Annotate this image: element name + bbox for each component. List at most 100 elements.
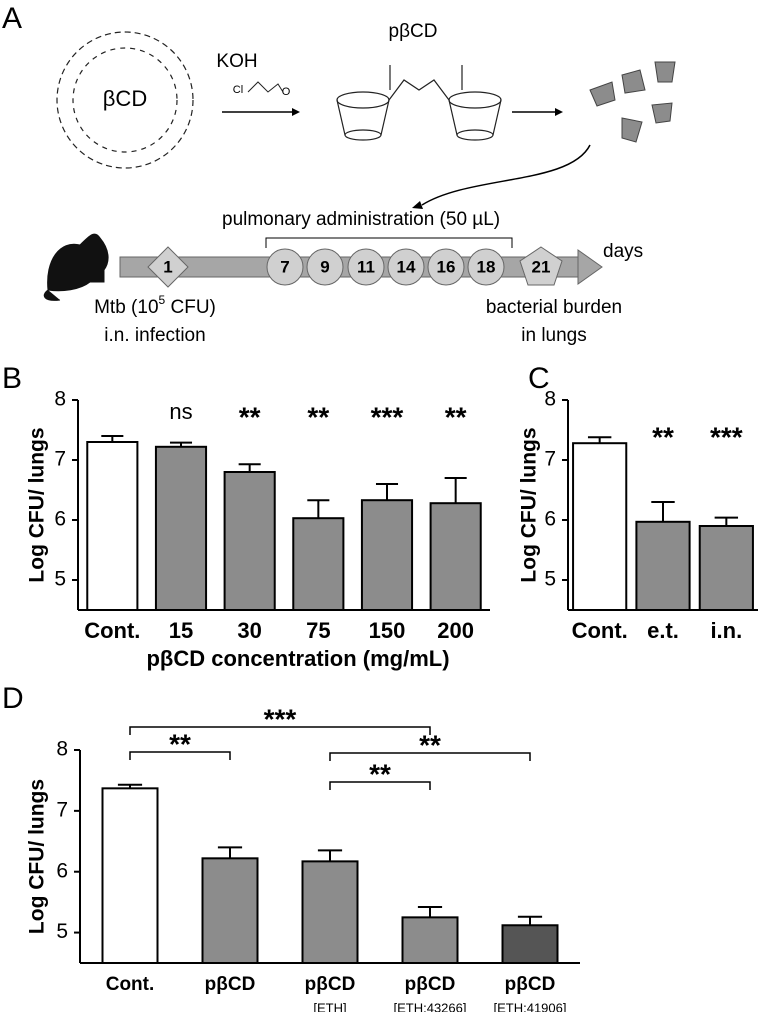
x-tick-label: Cont. [572,618,628,643]
bar [301,860,359,965]
x-tick-label: i.n. [710,618,742,643]
particles [589,61,676,143]
significance-label: ** [369,758,391,789]
arrow-head [292,108,300,116]
reagent-label: KOH [216,51,257,72]
significance-label: *** [371,401,404,432]
x-tick-label: pβCD [205,974,256,995]
x-tick-label: 75 [306,618,330,643]
day-label: 21 [532,257,551,276]
y-tick-label: 6 [544,508,556,531]
y-tick-label: 8 [56,738,68,761]
days-label: days [603,241,643,262]
x-tick-label: 30 [237,618,261,643]
arrow-head [412,201,423,209]
bar [698,525,754,611]
x-tick-label: 200 [437,618,474,643]
infection-text: CFU) [165,297,216,318]
arrow-head [555,108,563,116]
y-tick-label: 5 [56,920,68,943]
outcome-label: bacterial burden [486,297,622,318]
day-label: 7 [280,257,289,276]
significance-label: ** [239,401,261,432]
day-marker [519,246,563,286]
significance-bracket [329,781,431,790]
x-tick-label: e.t. [647,618,679,643]
significance-bracket [129,751,231,760]
x-sublabel: [ETH:41906] [494,1000,567,1012]
panel-label: B [2,362,22,395]
day-label: 1 [163,257,172,276]
significance-label: ** [419,729,441,760]
y-tick-label: 7 [56,798,68,821]
cyclodextrin-structure [56,31,194,169]
outcome-label: in lungs [521,325,587,346]
bar [429,502,482,612]
significance-label: ** [307,401,329,432]
day-marker [147,246,189,288]
bar [501,924,559,964]
day-label: 16 [437,257,456,276]
y-tick-label: 7 [54,448,66,471]
day-label: 11 [357,257,375,276]
day-label: 9 [320,257,329,276]
x-axis-label: pβCD concentration (mg/mL) [146,646,449,671]
panel-label: A [2,2,22,35]
x-tick-label: 150 [369,618,406,643]
y-tick-label: 5 [54,568,66,591]
infection-exponent: 5 [159,293,166,307]
bar [101,787,159,965]
x-sublabel: [ETH:43266] [394,1000,467,1012]
y-axis-label: Log CFU/ lungs [518,427,541,582]
reagent-structure [247,81,284,93]
bracket [265,237,513,248]
infection-label: Mtb (105 CFU) [94,293,216,318]
bar [86,441,139,611]
y-tick-label: 7 [544,448,556,471]
y-tick-label: 5 [544,568,556,591]
product-label: pβCD [389,21,438,42]
panel-label: C [528,362,550,395]
bar [154,445,208,611]
y-tick-label: 8 [544,388,556,411]
x-tick-label: pβCD [405,974,456,995]
bar [360,499,414,612]
atom-label: Cl [233,84,243,96]
infection-route: i.n. infection [104,325,205,346]
y-tick-label: 6 [56,859,68,882]
reactant-label: βCD [103,86,147,111]
bar [223,471,276,611]
infection-text: Mtb (10 [94,297,158,318]
significance-label: *** [710,421,743,452]
x-tick-label: pβCD [505,974,556,995]
y-axis-label: Log CFU/ lungs [26,779,49,934]
bar [401,916,459,964]
day-label: 18 [477,257,496,276]
significance-label: ns [169,399,192,424]
x-tick-label: pβCD [305,974,356,995]
panel-label: D [2,682,24,715]
significance-label: *** [264,703,297,734]
significance-label: ** [445,401,467,432]
timeline-arrow [577,249,603,285]
bar [292,517,345,612]
mouse-icon [43,233,109,301]
day-markers [266,248,505,286]
significance-bracket [329,752,531,761]
y-tick-label: 6 [54,508,66,531]
y-axis-label: Log CFU/ lungs [26,427,49,582]
atom-label: O [282,86,291,98]
significance-label: ** [652,421,674,452]
x-sublabel: [ETH] [313,1000,346,1012]
bar [201,857,259,965]
bar [572,442,628,612]
bar [635,520,691,611]
polymer-structure [336,65,502,141]
administration-label: pulmonary administration (50 µL) [222,209,500,230]
x-tick-label: 15 [169,618,193,643]
arrow [421,144,591,206]
significance-label: ** [169,728,191,759]
significance-bracket [129,726,431,735]
day-label: 14 [397,257,416,276]
